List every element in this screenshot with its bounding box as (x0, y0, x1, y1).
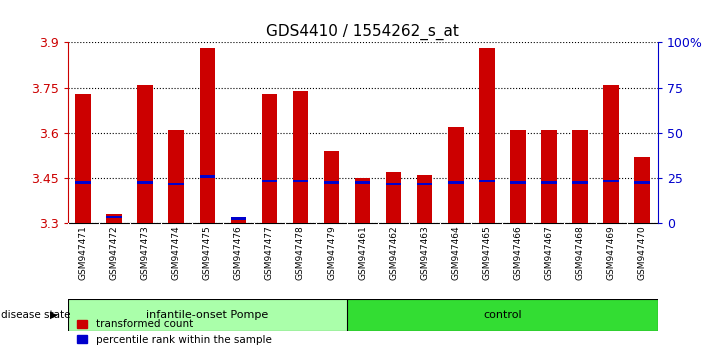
Bar (107, 214, 122, 223)
Text: infantile-onset Pompe: infantile-onset Pompe (146, 310, 269, 320)
Bar (200, 48, 215, 223)
Text: control: control (483, 310, 522, 320)
Bar (386, 183, 402, 185)
Text: GSM947474: GSM947474 (172, 225, 181, 280)
Bar (293, 179, 309, 182)
Bar (75, 181, 91, 184)
Bar (417, 183, 432, 185)
Bar (510, 130, 525, 223)
Bar (541, 130, 557, 223)
Text: GSM947473: GSM947473 (141, 225, 150, 280)
Bar (448, 181, 464, 184)
Title: GDS4410 / 1554262_s_at: GDS4410 / 1554262_s_at (266, 23, 459, 40)
Bar (634, 157, 650, 223)
Text: GSM947470: GSM947470 (638, 225, 646, 280)
Bar (634, 181, 650, 184)
Bar (75, 93, 91, 223)
Bar (386, 172, 402, 223)
Bar (448, 127, 464, 223)
Bar (262, 179, 277, 182)
Bar (479, 48, 495, 223)
Text: GSM947461: GSM947461 (358, 225, 367, 280)
Text: GSM947472: GSM947472 (109, 225, 119, 280)
Bar (169, 130, 184, 223)
Text: GSM947476: GSM947476 (234, 225, 243, 280)
Bar (355, 178, 370, 223)
Text: GSM947462: GSM947462 (389, 225, 398, 280)
Bar (355, 181, 370, 184)
Bar (137, 181, 153, 184)
Text: GSM947463: GSM947463 (420, 225, 429, 280)
Text: disease state: disease state (1, 310, 70, 320)
Bar (604, 179, 619, 182)
Bar (479, 179, 495, 182)
Text: GSM947475: GSM947475 (203, 225, 212, 280)
Bar (572, 130, 588, 223)
Bar (200, 175, 215, 178)
Bar (262, 93, 277, 223)
Text: GSM947466: GSM947466 (513, 225, 523, 280)
Text: GSM947478: GSM947478 (296, 225, 305, 280)
Bar (324, 151, 339, 223)
Bar (107, 216, 122, 218)
Bar (541, 181, 557, 184)
Text: GSM947465: GSM947465 (482, 225, 491, 280)
Text: GSM947464: GSM947464 (451, 225, 460, 280)
Bar (68, 299, 347, 331)
Legend: transformed count, percentile rank within the sample: transformed count, percentile rank withi… (73, 315, 276, 349)
Bar (169, 183, 184, 185)
Text: GSM947479: GSM947479 (327, 225, 336, 280)
Text: GSM947467: GSM947467 (545, 225, 553, 280)
Bar (324, 181, 339, 184)
Bar (347, 299, 658, 331)
Bar (293, 91, 309, 223)
Bar (510, 181, 525, 184)
Bar (137, 85, 153, 223)
Bar (230, 220, 246, 223)
Text: GSM947471: GSM947471 (79, 225, 87, 280)
Text: GSM947477: GSM947477 (265, 225, 274, 280)
Bar (230, 217, 246, 220)
Bar (604, 85, 619, 223)
Text: ▶: ▶ (50, 310, 58, 320)
Bar (572, 181, 588, 184)
Text: GSM947468: GSM947468 (575, 225, 584, 280)
Bar (417, 175, 432, 223)
Text: GSM947469: GSM947469 (606, 225, 616, 280)
